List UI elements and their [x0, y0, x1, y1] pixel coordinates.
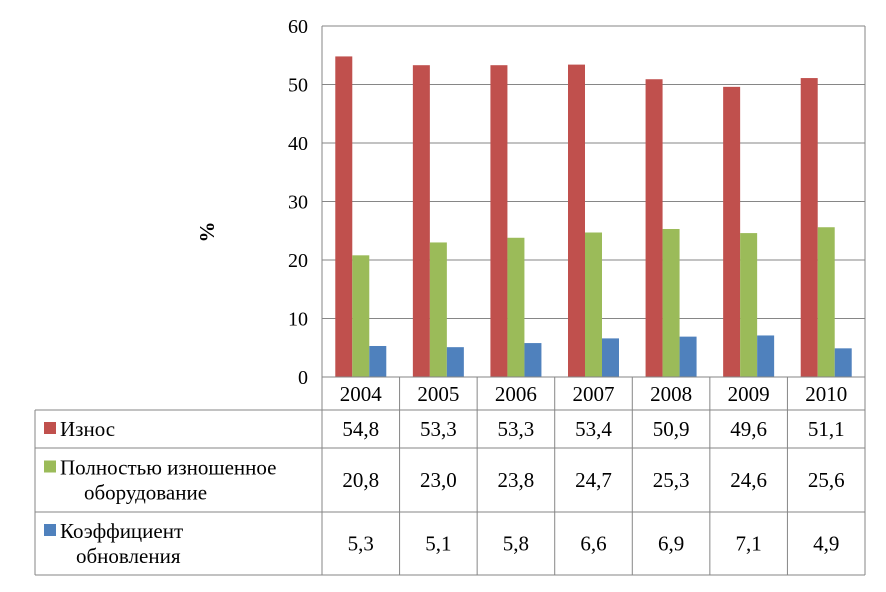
series-name-2: оборудование — [84, 481, 207, 505]
category-label-2005: 2005 — [417, 382, 459, 406]
category-label-2006: 2006 — [495, 382, 537, 406]
data-label-1-2009: 49,6 — [730, 417, 767, 441]
data-label-3-2008: 6,9 — [658, 532, 684, 556]
data-label-1-2006: 53,3 — [498, 417, 535, 441]
data-label-2-2009: 24,6 — [730, 468, 767, 492]
data-label-2-2004: 20,8 — [342, 468, 379, 492]
bar-2-2008 — [662, 228, 680, 377]
bar-2-2007 — [585, 232, 602, 377]
bar-2-2006 — [507, 237, 525, 377]
category-label-2004: 2004 — [340, 382, 383, 406]
bar-1-2004 — [335, 56, 353, 378]
bar-1-2007 — [568, 64, 585, 378]
bar-3-2007 — [602, 338, 619, 377]
data-label-3-2005: 5,1 — [425, 532, 451, 556]
bar-2-2004 — [352, 255, 370, 377]
y-tick-label: 10 — [288, 309, 308, 331]
bar-1-2009 — [723, 86, 741, 377]
data-label-2-2007: 24,7 — [575, 468, 612, 492]
data-label-1-2010: 51,1 — [808, 417, 845, 441]
data-label-3-2009: 7,1 — [736, 532, 762, 556]
data-label-3-2006: 5,8 — [503, 532, 529, 556]
bar-3-2010 — [834, 348, 852, 377]
y-tick-label: 60 — [288, 16, 308, 38]
bar-1-2006 — [490, 65, 508, 377]
series-name-3: Коэффициент — [60, 519, 183, 543]
category-label-2009: 2009 — [728, 382, 770, 406]
category-label-2008: 2008 — [650, 382, 692, 406]
bar-2-2010 — [817, 227, 835, 377]
bar-3-2008 — [679, 336, 697, 377]
data-label-2-2008: 25,3 — [653, 468, 690, 492]
data-label-2-2010: 25,6 — [808, 468, 845, 492]
y-tick-label: 40 — [288, 133, 308, 155]
series-name-2: Полностью изношенное — [60, 456, 276, 480]
data-label-2-2006: 23,8 — [498, 468, 535, 492]
bar-2-2005 — [429, 242, 447, 377]
category-label-2010: 2010 — [805, 382, 847, 406]
data-label-1-2008: 50,9 — [653, 417, 690, 441]
legend-key-1 — [44, 422, 56, 434]
data-label-1-2007: 53,4 — [575, 417, 612, 441]
y-tick-label: 50 — [288, 75, 308, 97]
y-tick-label: 30 — [288, 192, 308, 214]
data-label-3-2007: 6,6 — [580, 532, 606, 556]
bar-1-2010 — [800, 78, 818, 377]
data-label-1-2005: 53,3 — [420, 417, 457, 441]
data-label-3-2004: 5,3 — [348, 532, 374, 556]
series-name-3: обновления — [76, 544, 181, 568]
data-label-1-2004: 54,8 — [342, 417, 379, 441]
y-axis-label: % — [195, 222, 219, 243]
data-label-2-2005: 23,0 — [420, 468, 457, 492]
y-tick-label: 0 — [298, 367, 308, 389]
bar-2-2009 — [740, 233, 758, 377]
legend-key-2 — [44, 460, 56, 473]
category-label-2007: 2007 — [573, 382, 615, 406]
series-name-1: Износ — [60, 417, 115, 441]
bar-3-2004 — [369, 345, 387, 377]
bar-1-2008 — [645, 79, 663, 378]
bar-3-2006 — [524, 343, 542, 377]
legend-key-3 — [44, 524, 56, 536]
bar-3-2005 — [446, 347, 464, 377]
bar-1-2005 — [412, 65, 430, 377]
data-label-3-2010: 4,9 — [813, 532, 839, 556]
y-tick-label: 20 — [288, 250, 308, 272]
bar-3-2009 — [757, 335, 775, 377]
